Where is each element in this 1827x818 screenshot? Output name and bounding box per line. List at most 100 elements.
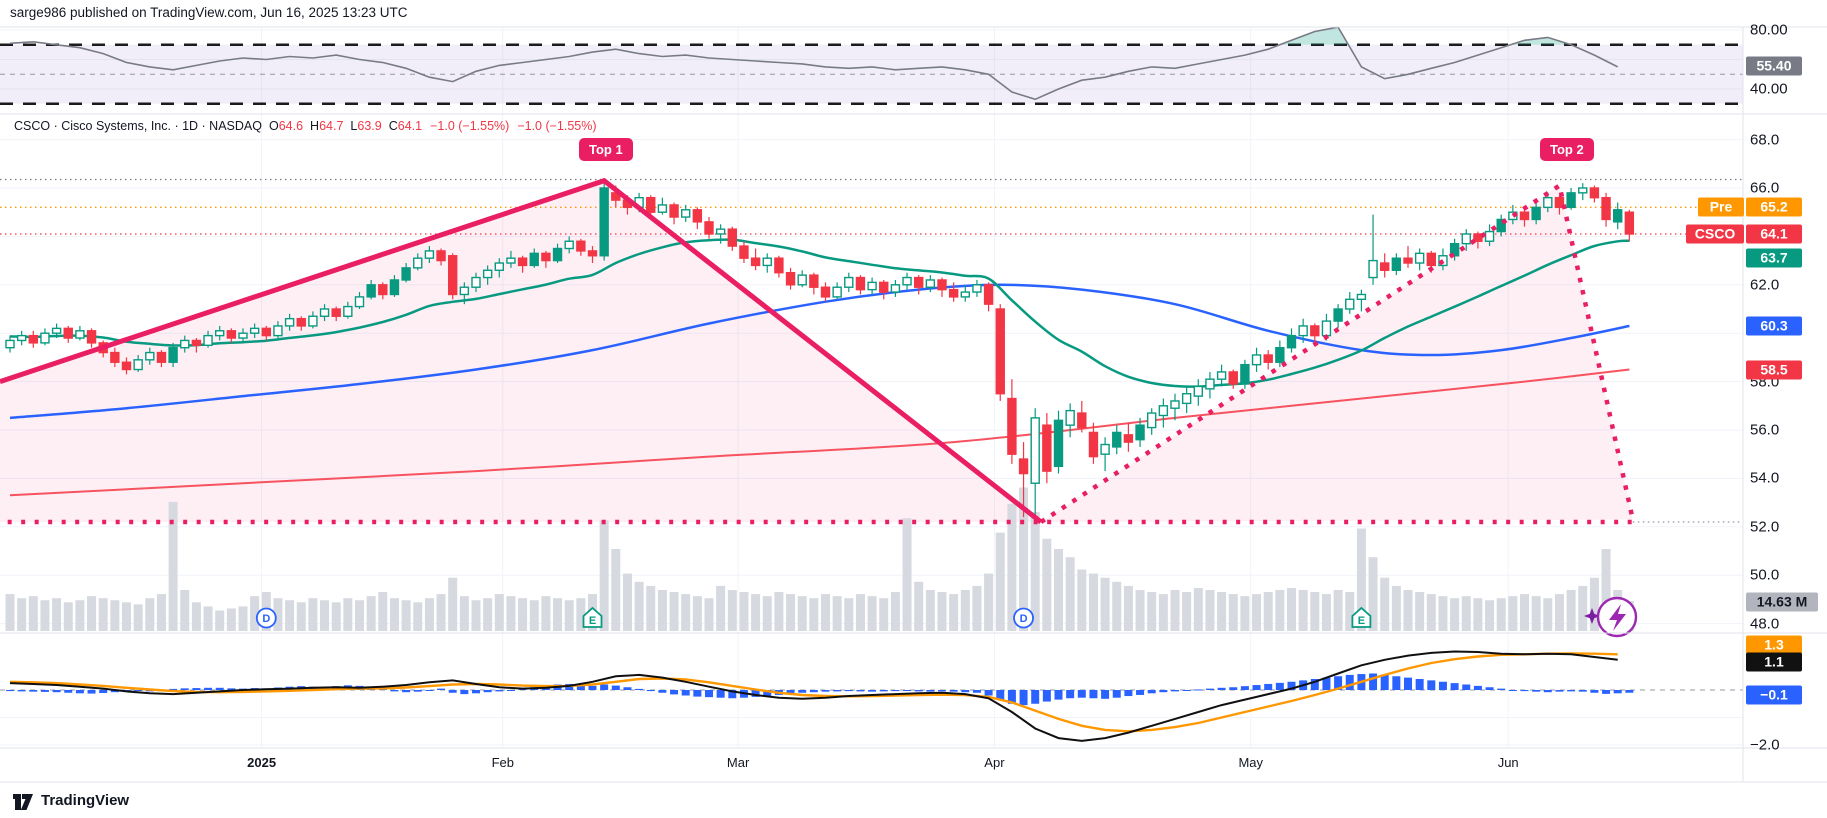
- candle-body: [191, 339, 202, 346]
- volume-bar: [1275, 590, 1285, 631]
- candle-body: [541, 252, 551, 262]
- candle-body: [401, 267, 411, 281]
- candle-body: [284, 317, 295, 327]
- volume-bar: [646, 585, 656, 631]
- earnings-marker[interactable]: E: [582, 606, 603, 628]
- candle-body: [1205, 378, 1215, 390]
- macd-histogram-bar: [716, 690, 725, 698]
- volume-bar: [995, 532, 1005, 631]
- macd-histogram-bar: [437, 688, 446, 690]
- volume-bar: [52, 598, 62, 631]
- volume-bar: [1403, 590, 1413, 631]
- volume-bar: [692, 596, 702, 631]
- volume-bar: [215, 610, 225, 631]
- volume-bar: [506, 596, 516, 631]
- candle-body: [797, 274, 807, 286]
- axis-tick-label: 50.0: [1750, 566, 1780, 584]
- macd-histogram-bar: [1578, 690, 1587, 692]
- candle-body: [750, 257, 761, 267]
- volume-bar: [1217, 592, 1227, 631]
- symbol-info-line: CSCO · Cisco Systems, Inc. · 1D · NASDAQ…: [14, 119, 597, 133]
- volume-bar: [331, 602, 341, 631]
- dividend-marker[interactable]: D: [255, 607, 277, 629]
- volume-bar: [669, 592, 679, 631]
- earnings-marker[interactable]: E: [1351, 606, 1372, 628]
- volume-bar: [122, 602, 131, 631]
- macd-histogram-bar: [1392, 676, 1401, 690]
- volume-bar: [413, 602, 423, 631]
- macd-histogram-bar: [1310, 679, 1319, 690]
- macd-hist-value-badge: −0.1: [1746, 685, 1802, 705]
- volume-bar: [1007, 503, 1017, 631]
- macd-histogram-bar: [903, 690, 912, 691]
- candle-body: [948, 288, 959, 298]
- boost-icon[interactable]: [1584, 596, 1638, 638]
- volume-bar: [145, 598, 155, 631]
- candle-body: [1053, 419, 1064, 468]
- volume-bar: [1589, 577, 1599, 631]
- volume-bar: [716, 585, 726, 631]
- candle-body: [110, 351, 120, 363]
- volume-bar: [564, 600, 574, 631]
- macd-histogram-bar: [1019, 690, 1028, 706]
- volume-bar: [273, 598, 283, 631]
- axis-tick-label: 54.0: [1750, 469, 1780, 487]
- candle-body: [273, 325, 283, 337]
- macd-histogram-bar: [1275, 682, 1284, 690]
- svg-text:E: E: [589, 615, 596, 627]
- candle-body: [121, 361, 132, 371]
- volume-bar: [1205, 590, 1215, 631]
- macd-histogram-bar: [1007, 690, 1016, 704]
- axis-tick-label: 48.0: [1750, 615, 1780, 633]
- macd-histogram-bar: [1508, 690, 1517, 691]
- volume-bar: [494, 594, 504, 631]
- dividend-marker[interactable]: D: [1013, 607, 1034, 629]
- candle-body: [1077, 412, 1087, 429]
- candle-body: [226, 330, 237, 339]
- macd-histogram-bar: [1054, 690, 1063, 700]
- macd-histogram-bar: [1205, 688, 1214, 690]
- candle-body: [1333, 308, 1343, 322]
- volume-bar: [63, 602, 73, 631]
- volume-bar: [949, 594, 959, 631]
- candle-body: [1379, 262, 1390, 271]
- macd-histogram-bar: [611, 685, 620, 690]
- month-label: Mar: [726, 755, 750, 770]
- macd-histogram-bar: [390, 690, 399, 692]
- macd-histogram-bar: [914, 690, 923, 692]
- premarket-price-label: Pre: [1698, 197, 1744, 217]
- candle-body: [914, 276, 924, 288]
- macd-histogram-bar: [1485, 687, 1494, 690]
- volume-value-badge: 14.63 M: [1746, 592, 1818, 612]
- volume-bar: [1252, 594, 1262, 631]
- macd-histogram-bar: [506, 690, 515, 691]
- macd-histogram-bar: [1380, 674, 1389, 690]
- volume-bar: [424, 598, 434, 631]
- volume-bar: [436, 594, 446, 631]
- candle-body: [669, 204, 679, 218]
- volume-bar: [622, 573, 632, 631]
- volume-bar: [937, 592, 947, 631]
- volume-bar: [1240, 596, 1250, 631]
- ma-slow-value-badge: 58.5: [1746, 360, 1802, 379]
- macd-histogram-bar: [180, 688, 189, 690]
- macd-histogram-bar: [64, 690, 73, 693]
- symbol-title: CSCO · Cisco Systems, Inc. · 1D · NASDAQ: [14, 119, 262, 133]
- candle-body: [378, 284, 388, 296]
- macd-histogram-bar: [844, 690, 853, 692]
- volume-bar: [762, 596, 772, 631]
- macd-histogram-bar: [483, 690, 492, 693]
- trendline-solid[interactable]: [0, 177, 1043, 524]
- candle-body: [494, 262, 504, 271]
- macd-histogram-bar: [460, 690, 469, 695]
- svg-text:D: D: [262, 613, 270, 625]
- volume-bar: [285, 600, 295, 631]
- volume-bar: [1380, 577, 1390, 631]
- volume-bar: [1473, 598, 1483, 631]
- candle-body: [1146, 412, 1157, 429]
- top1-annotation: Top 1: [579, 138, 633, 161]
- volume-bar: [343, 598, 353, 631]
- candle-body: [1030, 417, 1040, 484]
- volume-bar: [1030, 512, 1040, 631]
